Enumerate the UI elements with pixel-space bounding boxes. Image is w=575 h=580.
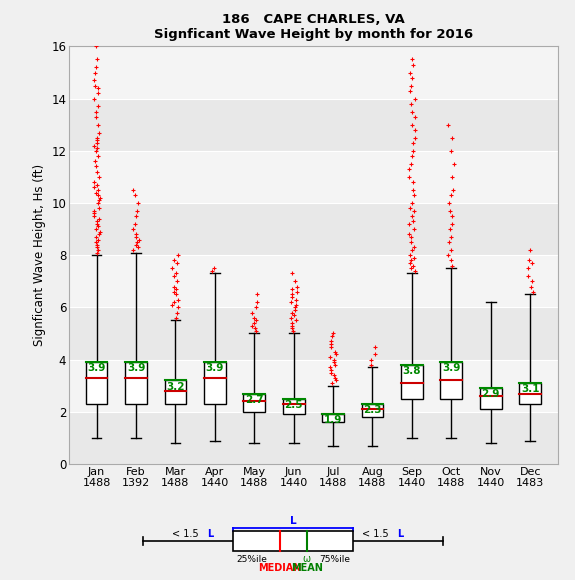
Bar — [204, 362, 225, 404]
Text: 2.5: 2.5 — [285, 400, 303, 410]
Bar — [233, 531, 353, 551]
Text: 2.7: 2.7 — [245, 394, 263, 405]
Bar — [243, 393, 265, 412]
Bar — [125, 362, 147, 404]
Text: MEDIAN: MEDIAN — [258, 563, 302, 572]
Text: 2.3: 2.3 — [363, 405, 382, 415]
Bar — [69, 151, 558, 203]
Bar — [69, 255, 558, 307]
Bar — [69, 46, 558, 99]
Bar — [362, 404, 384, 417]
Bar — [401, 365, 423, 398]
Bar — [69, 307, 558, 360]
Y-axis label: Signficant Wave Height, Hs (ft): Signficant Wave Height, Hs (ft) — [33, 164, 45, 346]
Bar — [519, 383, 541, 404]
Text: 2.9: 2.9 — [481, 389, 500, 400]
Bar — [322, 414, 344, 422]
Bar — [283, 399, 305, 414]
Bar — [480, 389, 501, 409]
Text: 3.8: 3.8 — [402, 366, 421, 376]
Bar — [69, 99, 558, 151]
Bar — [440, 362, 462, 398]
Text: L: L — [397, 529, 403, 539]
Title: 186   CAPE CHARLES, VA
Signficant Wave Height by month for 2016: 186 CAPE CHARLES, VA Signficant Wave Hei… — [154, 13, 473, 41]
Text: < 1.5: < 1.5 — [172, 529, 201, 539]
Text: 3.9: 3.9 — [206, 363, 224, 374]
Bar — [86, 362, 108, 404]
Text: 3.9: 3.9 — [442, 363, 461, 374]
Text: 3.1: 3.1 — [521, 384, 539, 394]
Text: L: L — [207, 529, 213, 539]
Text: 3.9: 3.9 — [127, 363, 145, 374]
Bar — [69, 360, 558, 412]
Bar — [69, 412, 558, 464]
Bar — [69, 203, 558, 255]
Text: MEAN: MEAN — [290, 563, 323, 572]
Text: 3.9: 3.9 — [87, 363, 106, 374]
Text: 3.2: 3.2 — [166, 382, 185, 392]
Text: 1.9: 1.9 — [324, 415, 342, 426]
Text: L: L — [290, 516, 297, 527]
Text: ω: ω — [302, 554, 310, 564]
Bar — [164, 380, 186, 404]
Text: 25%ile: 25%ile — [236, 556, 267, 564]
Text: < 1.5: < 1.5 — [362, 529, 392, 539]
Text: 75%ile: 75%ile — [319, 556, 350, 564]
